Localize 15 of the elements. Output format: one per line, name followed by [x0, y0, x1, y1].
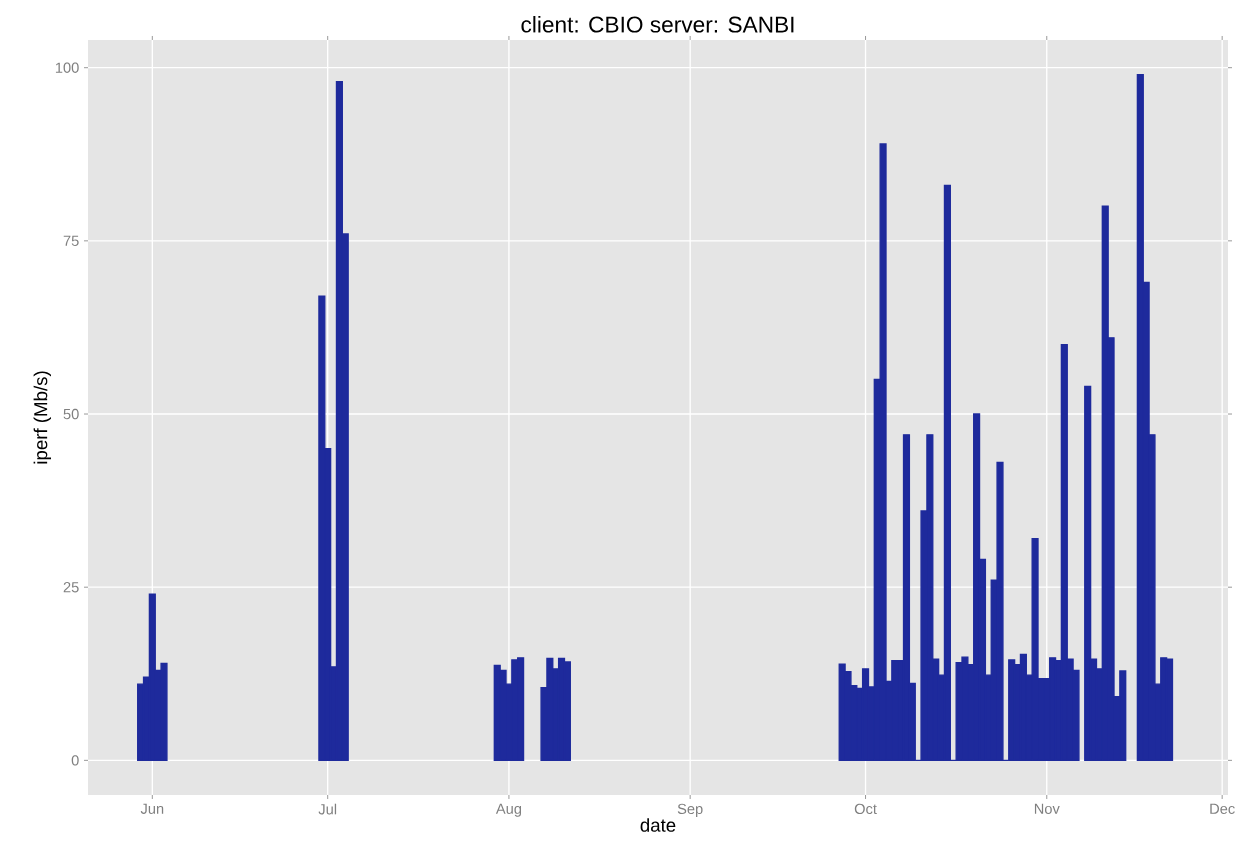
- x-tick-label: Sep: [677, 803, 703, 817]
- x-axis-title: date: [640, 818, 676, 832]
- x-tick-label: Jul: [318, 803, 337, 815]
- y-tick-label: 75: [63, 235, 79, 246]
- y-tick-label: 25: [63, 582, 79, 593]
- x-tick-label: Jun: [140, 803, 164, 814]
- x-tick-label: Nov: [1034, 803, 1060, 814]
- y-tick-label: 50: [63, 408, 79, 420]
- y-tick-label: 0: [71, 755, 79, 766]
- y-axis-title: iperf (Mb/s): [33, 371, 51, 464]
- chart-title: client: CBIO server: SANBI: [521, 15, 794, 33]
- y-tick-label: 100: [55, 62, 79, 73]
- x-tick-label: Oct: [854, 803, 877, 815]
- x-tick-label: Dec: [1210, 803, 1235, 814]
- x-tick-label: Aug: [495, 803, 522, 817]
